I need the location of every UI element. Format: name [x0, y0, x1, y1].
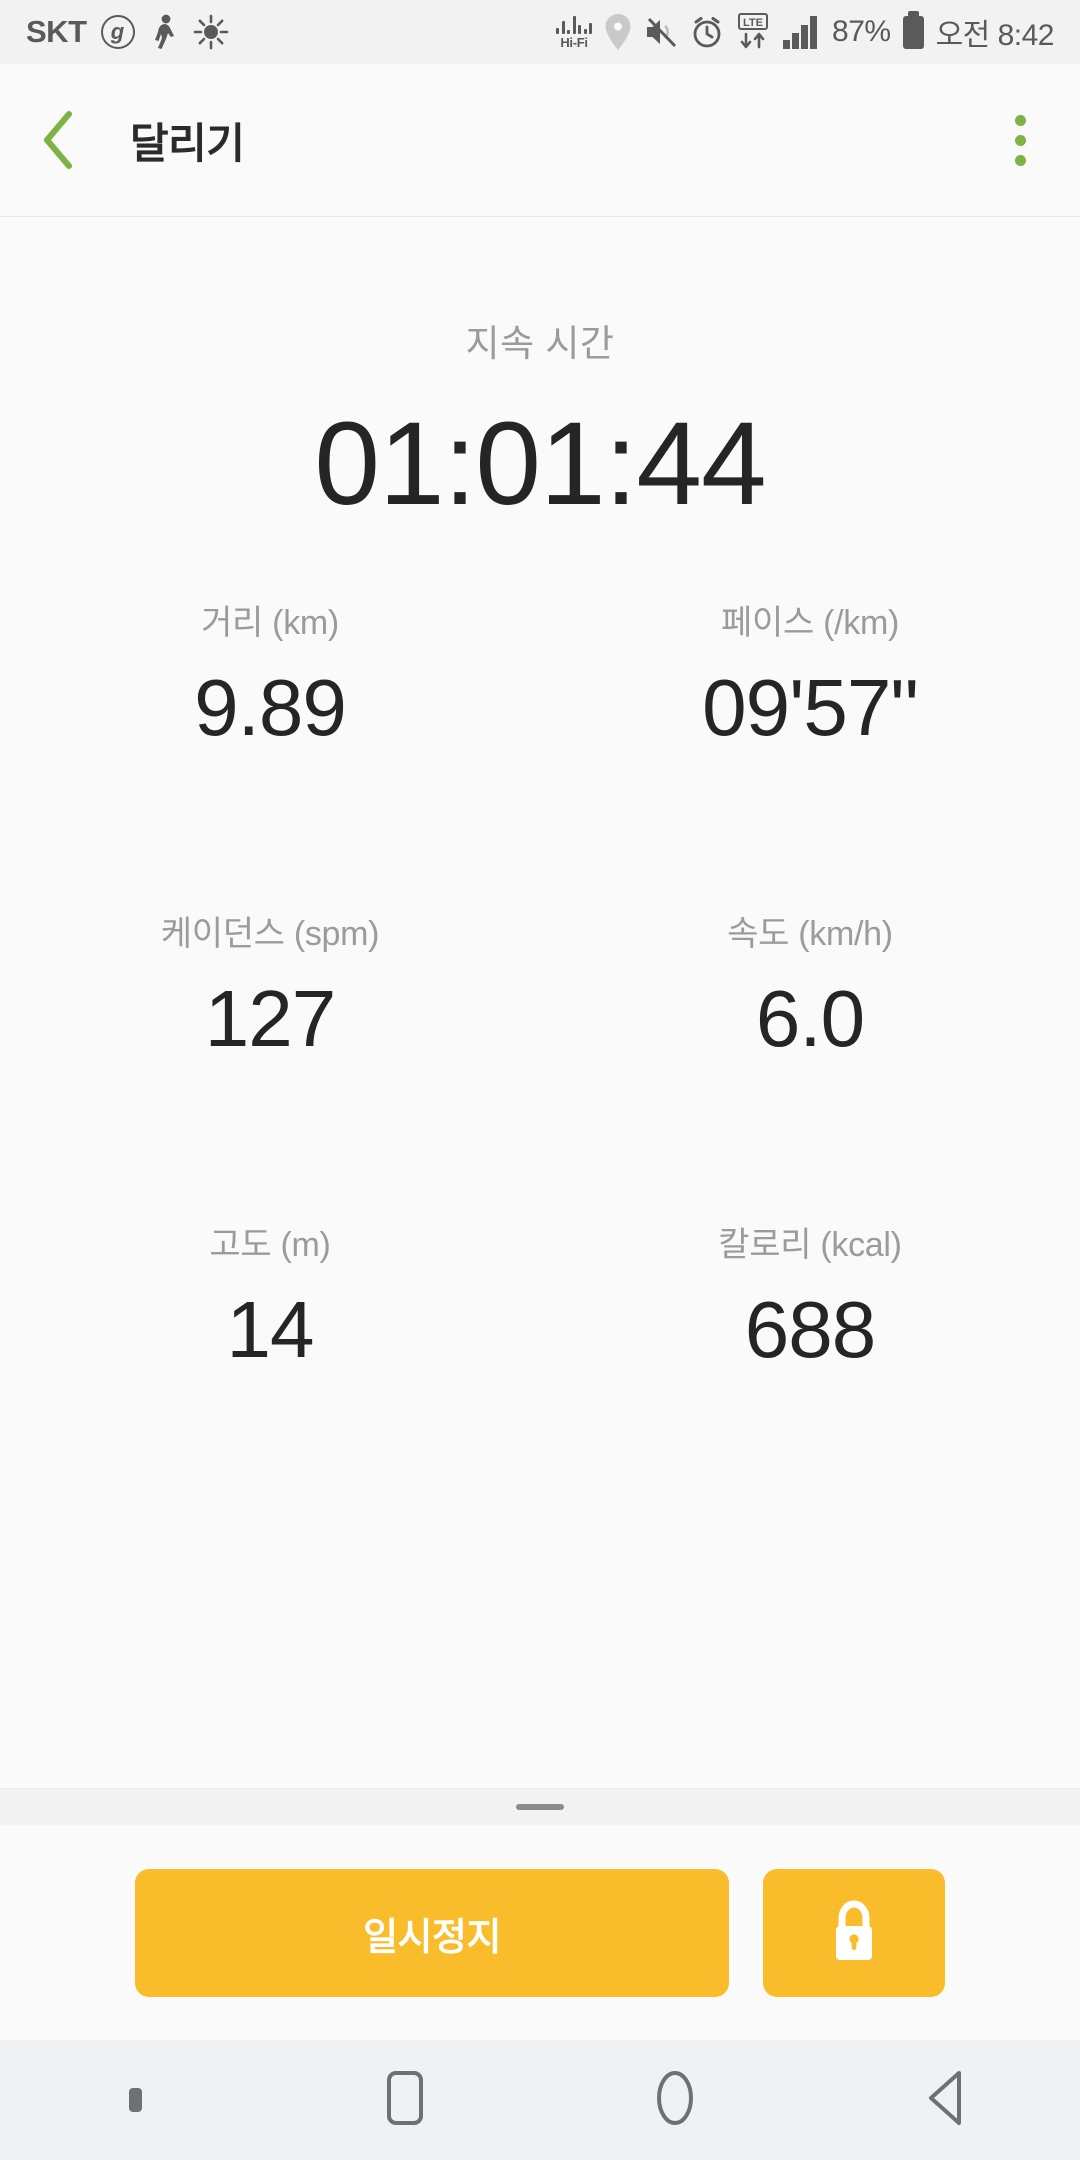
metric-value: 09'57": [702, 662, 919, 752]
metric-value: 127: [204, 973, 336, 1063]
home-circle-icon: [648, 2068, 702, 2133]
back-button[interactable]: [0, 64, 120, 217]
brightness-icon: [193, 14, 229, 50]
svg-text:LTE: LTE: [743, 17, 763, 29]
metrics-row: 고도 (m) 14 칼로리 (kcal) 688: [0, 1217, 1080, 1380]
sheet-drag-handle-area[interactable]: [0, 1789, 1080, 1825]
row-spacer: [0, 758, 1080, 906]
row-spacer: [0, 1069, 1080, 1217]
status-clock: 오전 8:42: [935, 19, 1055, 52]
back-triangle-icon: [918, 2068, 972, 2133]
metric-label: 거리 (km): [201, 603, 339, 642]
status-bar-left: SKT g: [26, 14, 229, 50]
metric-pace: 페이스 (/km) 09'57": [540, 595, 1080, 758]
app-bar: 달리기: [0, 64, 1080, 217]
overflow-menu-icon: [1014, 114, 1026, 126]
action-button-row: 일시정지: [0, 1825, 1080, 1997]
battery-percent: 87%: [832, 15, 891, 48]
recents-button[interactable]: [270, 2068, 540, 2133]
metric-value: 6.0: [755, 973, 865, 1063]
hifi-label: Hi-Fi: [560, 34, 588, 50]
metric-label: 고도 (m): [209, 1225, 331, 1264]
carrier-g-badge: g: [100, 15, 135, 49]
metrics-row: 거리 (km) 9.89 페이스 (/km) 09'57": [0, 595, 1080, 758]
metric-value: 14: [226, 1284, 315, 1374]
metric-label: 페이스 (/km): [721, 603, 899, 642]
keyboard-dot-icon: [128, 2088, 142, 2112]
metric-speed: 속도 (km/h) 6.0: [540, 906, 1080, 1069]
overflow-menu-button[interactable]: [960, 64, 1080, 217]
metric-value: 688: [744, 1284, 876, 1374]
pause-button[interactable]: 일시정지: [135, 1869, 729, 1997]
metric-cadence: 케이던스 (spm) 127: [0, 906, 540, 1069]
metric-label: 속도 (km/h): [727, 914, 893, 953]
status-bar: SKT g Hi-Fi: [0, 0, 1080, 64]
walking-icon: [149, 14, 179, 50]
lock-button[interactable]: [763, 1869, 945, 1997]
metric-elevation: 고도 (m) 14: [0, 1217, 540, 1380]
workout-stats-panel: 지속 시간 01:01:44 거리 (km) 9.89 페이스 (/km) 09…: [0, 218, 1080, 1788]
duration-label: 지속 시간: [465, 323, 615, 364]
location-icon: [604, 13, 632, 51]
bottom-action-sheet: 일시정지: [0, 1788, 1080, 2040]
metrics-row: 케이던스 (spm) 127 속도 (km/h) 6.0: [0, 906, 1080, 1069]
metric-calories: 칼로리 (kcal) 688: [540, 1217, 1080, 1380]
lte-data-icon: LTE: [736, 13, 770, 51]
page-title: 달리기: [130, 119, 245, 167]
metric-value: 9.89: [194, 662, 347, 752]
recents-square-icon: [378, 2068, 432, 2133]
duration-value: 01:01:44: [314, 398, 766, 530]
sheet-drag-handle[interactable]: [516, 1804, 564, 1810]
status-bar-right: Hi-Fi LTE 87% 오전 8:42: [556, 10, 1055, 54]
carrier-label: SKT: [26, 14, 87, 49]
back-button-nav[interactable]: [810, 2068, 1080, 2133]
lock-icon: [825, 1897, 883, 1970]
overflow-menu-icon: [1014, 154, 1026, 166]
overflow-menu-icon: [1014, 134, 1026, 146]
metric-label: 칼로리 (kcal): [718, 1225, 902, 1264]
metrics-grid: 거리 (km) 9.89 페이스 (/km) 09'57" 케이던스 (spm)…: [0, 595, 1080, 1380]
metric-distance: 거리 (km) 9.89: [0, 595, 540, 758]
metric-label: 케이던스 (spm): [160, 914, 380, 953]
chevron-left-icon: [38, 108, 82, 172]
hifi-icon: Hi-Fi: [556, 15, 593, 50]
duration-block: 지속 시간 01:01:44: [0, 218, 1080, 537]
keyboard-dot-button[interactable]: [0, 2088, 270, 2112]
android-nav-bar: [0, 2040, 1080, 2160]
mute-icon: [644, 15, 678, 49]
signal-bars-icon: [782, 15, 820, 49]
alarm-icon: [690, 15, 724, 49]
home-button[interactable]: [540, 2068, 810, 2133]
battery-icon: [902, 10, 924, 49]
